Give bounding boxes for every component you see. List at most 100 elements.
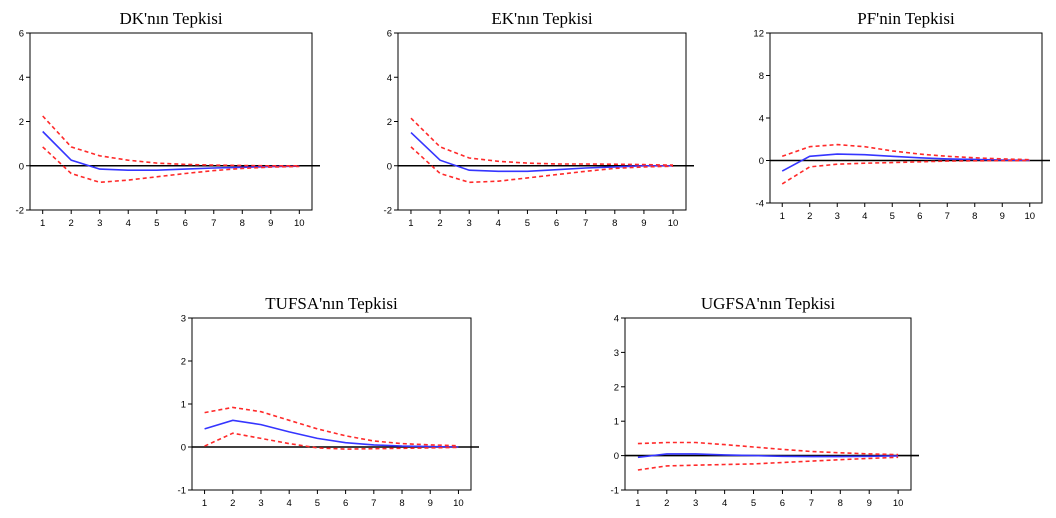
x-tick-label: 9 xyxy=(268,218,273,229)
x-tick-label: 6 xyxy=(917,211,922,222)
chart-panel-1: DK'nın Tepkisi -2 0 2 4 6 1 2 3 4 5 6 7 8 9 10 xyxy=(16,9,320,229)
y-tick-label: 4 xyxy=(759,114,764,125)
x-tick-label: 10 xyxy=(668,218,679,229)
plot-frame xyxy=(624,317,912,491)
y-tick-label: 1 xyxy=(181,400,186,411)
x-tick-label: 5 xyxy=(525,218,530,229)
y-tick-label: 0 xyxy=(387,161,392,172)
x-tick-label: 1 xyxy=(408,218,413,229)
chart-title: DK'nın Tepkisi xyxy=(119,9,222,28)
x-tick-label: 1 xyxy=(780,211,785,222)
series-line-upper xyxy=(204,406,459,447)
chart-panel-2: EK'nın Tepkisi -2 0 2 4 6 1 2 3 4 5 6 7 8 9 10 xyxy=(384,9,694,229)
x-tick-label: 3 xyxy=(693,498,698,509)
x-tick-label: 1 xyxy=(202,498,207,509)
x-tick-label: 6 xyxy=(780,498,785,509)
x-tick-label: 10 xyxy=(453,498,464,509)
x-tick-label: 10 xyxy=(294,218,305,229)
x-tick-label: 8 xyxy=(838,498,843,509)
y-tick-label: 2 xyxy=(387,117,392,128)
x-tick-label: 2 xyxy=(807,211,812,222)
x-tick-label: 6 xyxy=(554,218,559,229)
y-tick-label: 6 xyxy=(387,29,392,40)
series-line-response xyxy=(410,132,673,173)
y-tick-label: 0 xyxy=(759,156,764,167)
x-tick-label: 7 xyxy=(371,498,376,509)
series-line-upper xyxy=(42,115,300,167)
x-tick-label: 2 xyxy=(664,498,669,509)
y-tick-label: 0 xyxy=(19,161,24,172)
chart-title: PF'nin Tepkisi xyxy=(857,9,955,28)
x-tick-label: 4 xyxy=(862,211,867,222)
x-tick-label: 5 xyxy=(315,498,320,509)
x-tick-label: 7 xyxy=(211,218,216,229)
x-tick-label: 7 xyxy=(945,211,950,222)
series-line-upper xyxy=(637,441,899,456)
y-tick-label: 12 xyxy=(753,29,764,40)
series-line-lower xyxy=(410,146,674,184)
x-tick-label: 6 xyxy=(183,218,188,229)
y-tick-label: 2 xyxy=(19,117,24,128)
x-tick-label: 2 xyxy=(437,218,442,229)
series-line-lower xyxy=(204,432,459,450)
y-tick-label: 6 xyxy=(19,29,24,40)
x-tick-label: 8 xyxy=(612,218,617,229)
x-tick-label: 5 xyxy=(890,211,895,222)
plot-frame xyxy=(29,32,313,211)
plot-frame xyxy=(769,32,1043,204)
series-line-upper xyxy=(410,117,674,166)
series-line-lower xyxy=(781,159,1030,185)
x-tick-label: 8 xyxy=(399,498,404,509)
x-tick-label: 1 xyxy=(40,218,45,229)
y-tick-label: 2 xyxy=(181,357,186,368)
chart-panel-4: TUFSA'nın Tepkisi -1 0 1 2 3 1 2 3 4 5 6 7 8 9 10 xyxy=(178,294,479,509)
x-tick-label: 3 xyxy=(97,218,102,229)
x-tick-label: 4 xyxy=(287,498,292,509)
y-tick-label: -1 xyxy=(611,486,619,497)
y-tick-label: 0 xyxy=(614,451,619,462)
x-tick-label: 9 xyxy=(867,498,872,509)
y-tick-label: 8 xyxy=(759,71,764,82)
y-tick-label: 4 xyxy=(387,73,392,84)
x-tick-label: 3 xyxy=(835,211,840,222)
x-tick-label: 8 xyxy=(972,211,977,222)
y-tick-label: 2 xyxy=(614,382,619,393)
x-tick-label: 1 xyxy=(635,498,640,509)
series-line-response xyxy=(781,153,1030,172)
chart-panel-5: UGFSA'nın Tepkisi -1 0 1 2 3 4 1 2 3 4 5 6 7 8 9 10 xyxy=(611,294,919,509)
y-tick-label: 4 xyxy=(614,314,619,325)
y-tick-label: 1 xyxy=(614,417,619,428)
x-tick-label: 4 xyxy=(722,498,727,509)
y-tick-label: -4 xyxy=(756,199,764,210)
x-tick-label: 7 xyxy=(583,218,588,229)
x-tick-label: 5 xyxy=(154,218,159,229)
x-tick-label: 8 xyxy=(240,218,245,229)
chart-title: UGFSA'nın Tepkisi xyxy=(701,294,836,313)
y-tick-label: 3 xyxy=(181,314,186,325)
plot-frame xyxy=(191,317,472,491)
y-tick-label: 0 xyxy=(181,443,186,454)
x-tick-label: 9 xyxy=(428,498,433,509)
series-line-upper xyxy=(781,143,1030,161)
y-tick-label: -2 xyxy=(16,206,24,217)
x-tick-label: 2 xyxy=(69,218,74,229)
series-line-response xyxy=(204,419,459,448)
y-tick-label: 4 xyxy=(19,73,24,84)
x-tick-label: 5 xyxy=(751,498,756,509)
x-tick-label: 6 xyxy=(343,498,348,509)
x-tick-label: 9 xyxy=(641,218,646,229)
series-line-lower xyxy=(637,456,899,471)
series-line-response xyxy=(637,453,899,459)
x-tick-label: 4 xyxy=(126,218,131,229)
y-tick-label: -1 xyxy=(178,486,186,497)
y-tick-label: 3 xyxy=(614,348,619,359)
x-tick-label: 3 xyxy=(467,218,472,229)
x-tick-label: 7 xyxy=(809,498,814,509)
chart-title: TUFSA'nın Tepkisi xyxy=(265,294,398,313)
x-tick-label: 4 xyxy=(496,218,501,229)
x-tick-label: 9 xyxy=(1000,211,1005,222)
x-tick-label: 3 xyxy=(258,498,263,509)
x-tick-label: 10 xyxy=(1024,211,1035,222)
x-tick-label: 2 xyxy=(230,498,235,509)
